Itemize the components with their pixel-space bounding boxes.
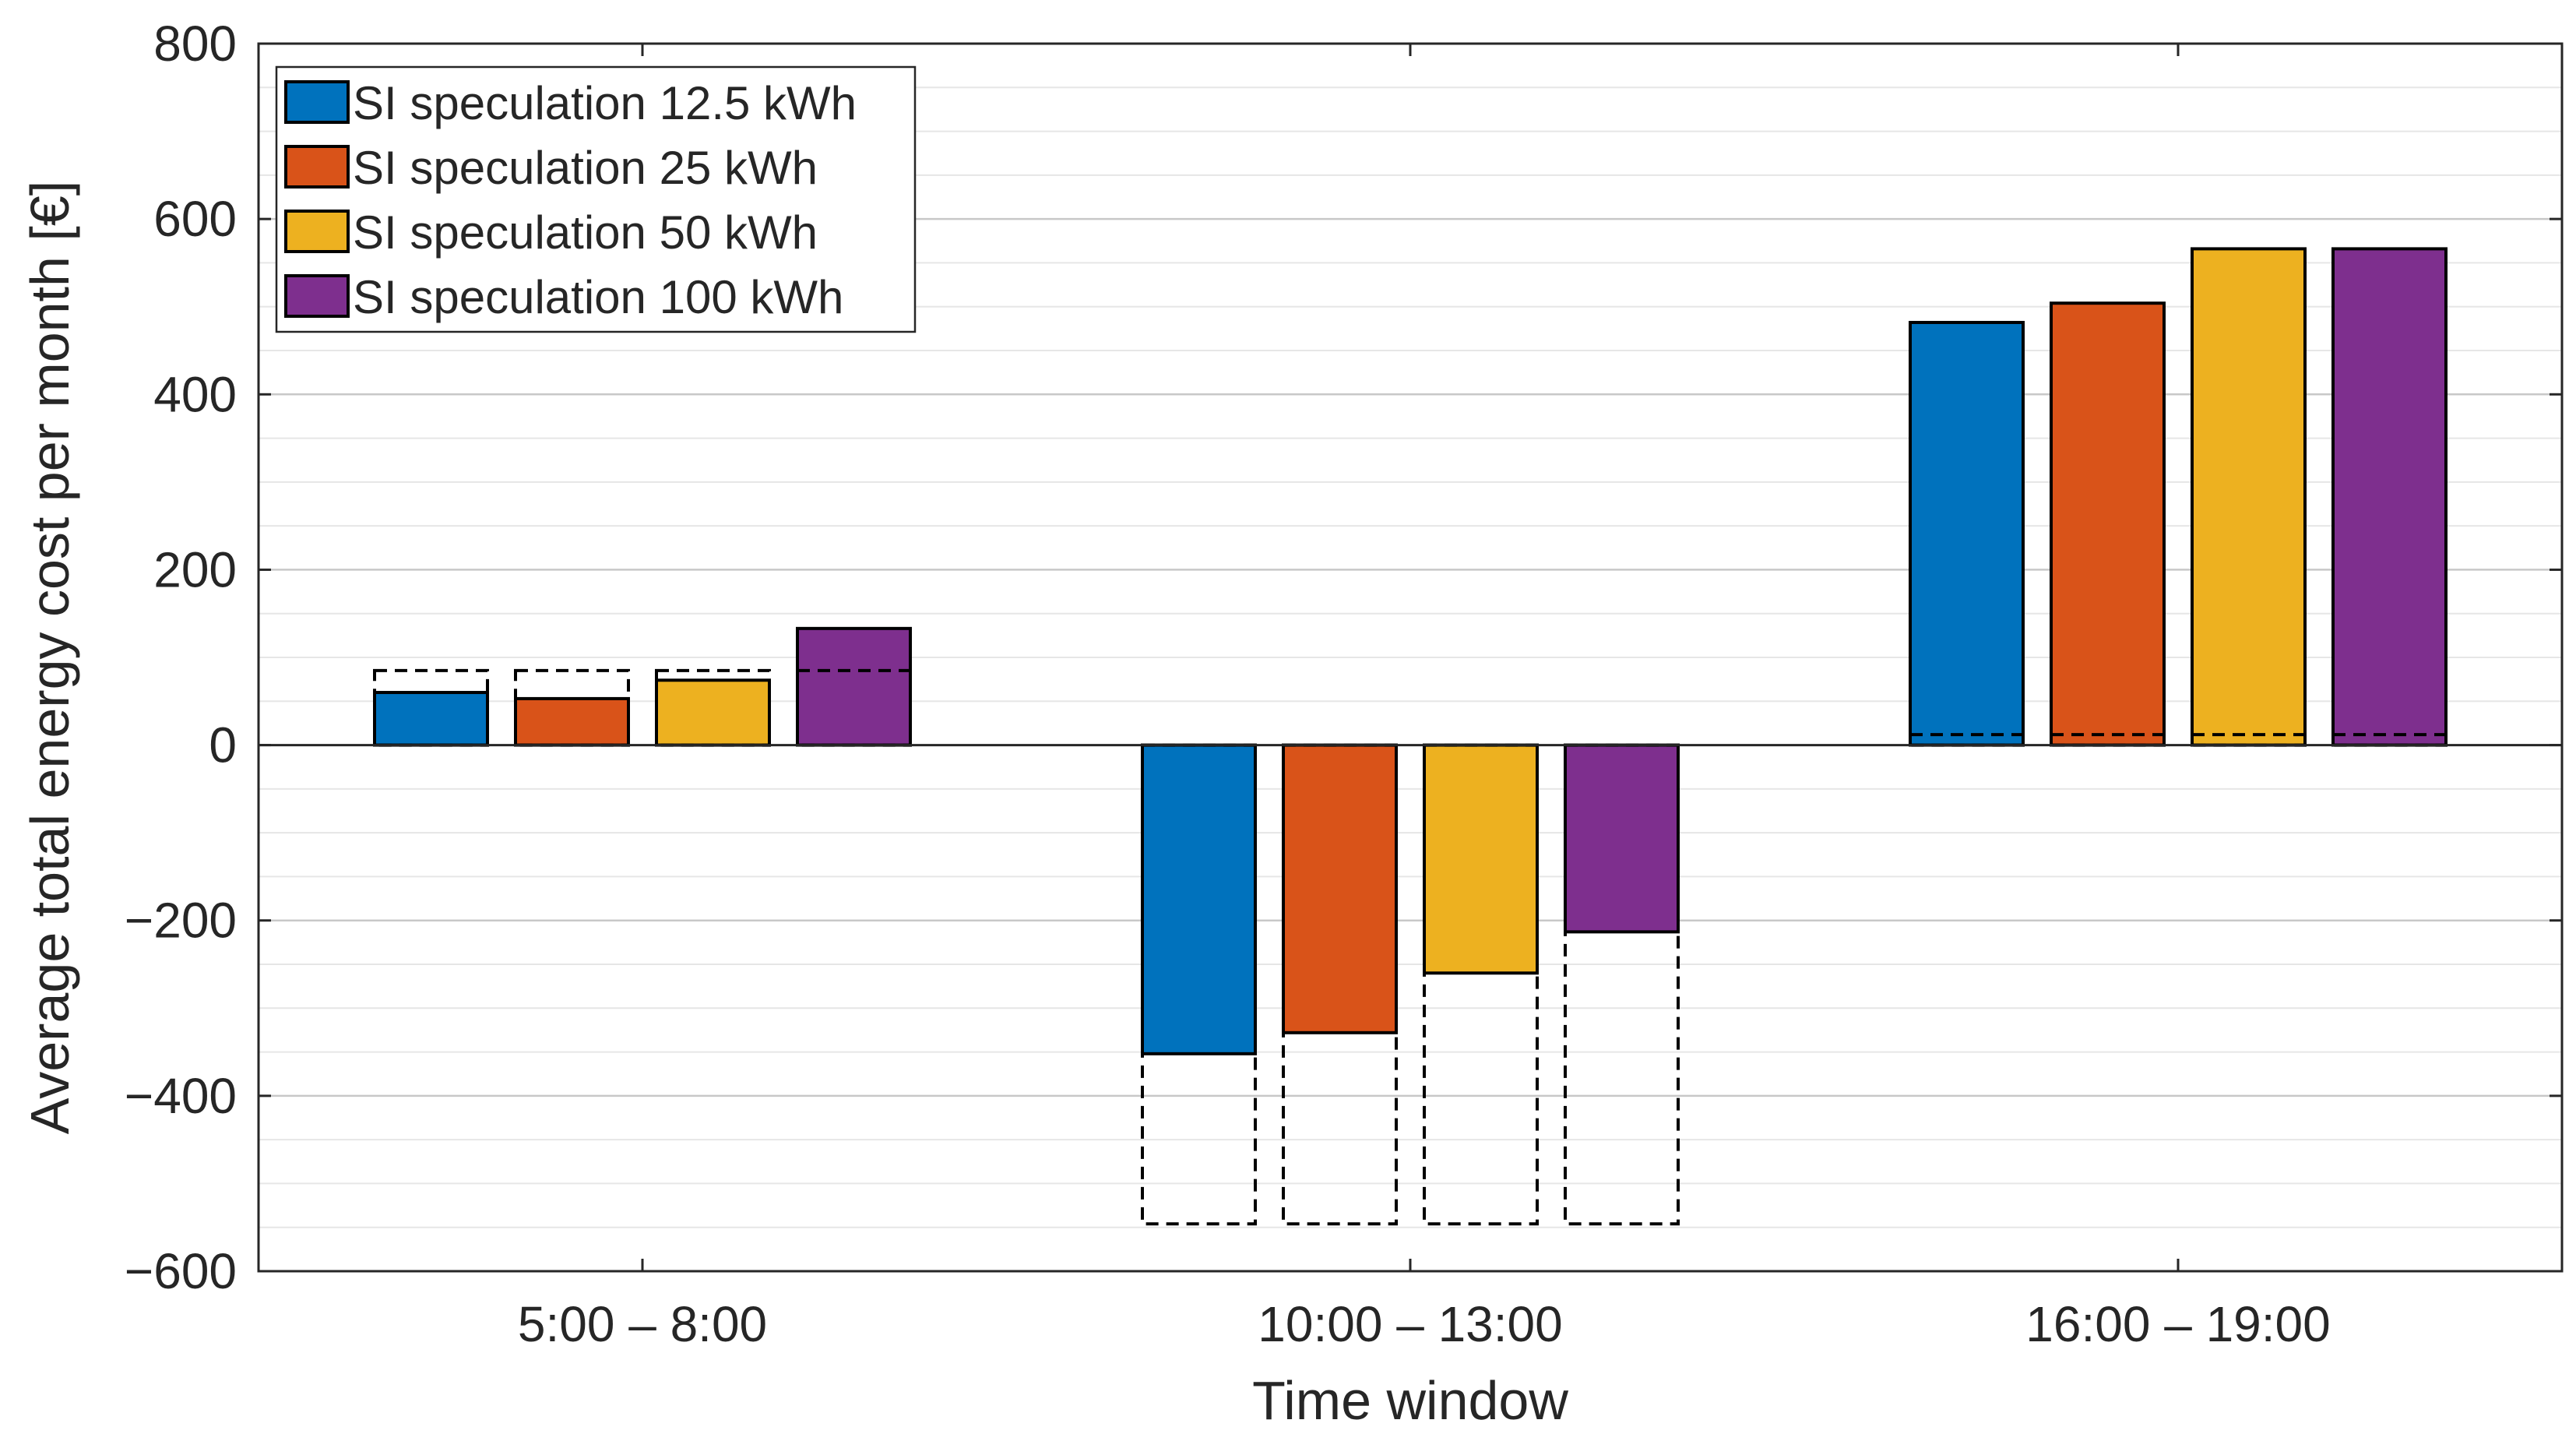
y-axis-label: Average total energy cost per month [€] xyxy=(19,181,80,1134)
y-tick-label: 200 xyxy=(153,541,237,597)
x-axis-label: Time window xyxy=(1252,1370,1568,1431)
bar xyxy=(1423,743,1539,975)
bar xyxy=(1564,743,1680,934)
legend: SI speculation 12.5 kWh SI speculation 25… xyxy=(275,65,917,333)
bar xyxy=(1909,320,2025,747)
bar xyxy=(2191,247,2307,747)
bar xyxy=(514,696,630,747)
bar xyxy=(655,678,771,747)
bar xyxy=(2050,301,2166,747)
legend-swatch xyxy=(284,145,350,188)
y-tick-label: 800 xyxy=(153,16,237,72)
bar xyxy=(1141,743,1257,1055)
y-axis-ticks: −600 −400 −200 0 200 400 600 800 xyxy=(125,16,2562,1299)
reference-bar xyxy=(1564,743,1680,1226)
y-tick-label: 600 xyxy=(153,191,237,247)
y-tick-label: 0 xyxy=(209,717,237,773)
legend-label: SI speculation 100 kWh xyxy=(353,271,843,323)
y-tick-label: −200 xyxy=(125,893,237,949)
reference-bar xyxy=(1423,743,1539,1226)
legend-label: SI speculation 12.5 kWh xyxy=(353,77,857,129)
bar xyxy=(2331,247,2448,747)
reference-dashed-bars xyxy=(373,668,2448,1226)
legend-label: SI speculation 50 kWh xyxy=(353,206,818,259)
bar xyxy=(373,691,489,747)
legend-swatch xyxy=(284,274,350,318)
reference-bar xyxy=(1282,743,1398,1226)
y-tick-label: −600 xyxy=(125,1243,237,1299)
x-axis-ticks: 5:00 – 8:00 10:00 – 13:00 16:00 – 19:00 xyxy=(518,44,2331,1352)
x-tick-label: 16:00 – 19:00 xyxy=(2025,1296,2330,1352)
legend-swatch xyxy=(284,80,350,124)
legend-box xyxy=(275,65,917,333)
y-tick-label: −400 xyxy=(125,1068,237,1124)
x-tick-label: 10:00 – 13:00 xyxy=(1258,1296,1562,1352)
bar xyxy=(1282,743,1398,1034)
reference-bar xyxy=(1141,743,1257,1226)
legend-label: SI speculation 25 kWh xyxy=(353,142,818,194)
x-tick-label: 5:00 – 8:00 xyxy=(518,1296,767,1352)
y-tick-label: 400 xyxy=(153,366,237,422)
legend-swatch xyxy=(284,210,350,253)
bars xyxy=(373,247,2448,1055)
bar xyxy=(796,626,912,747)
